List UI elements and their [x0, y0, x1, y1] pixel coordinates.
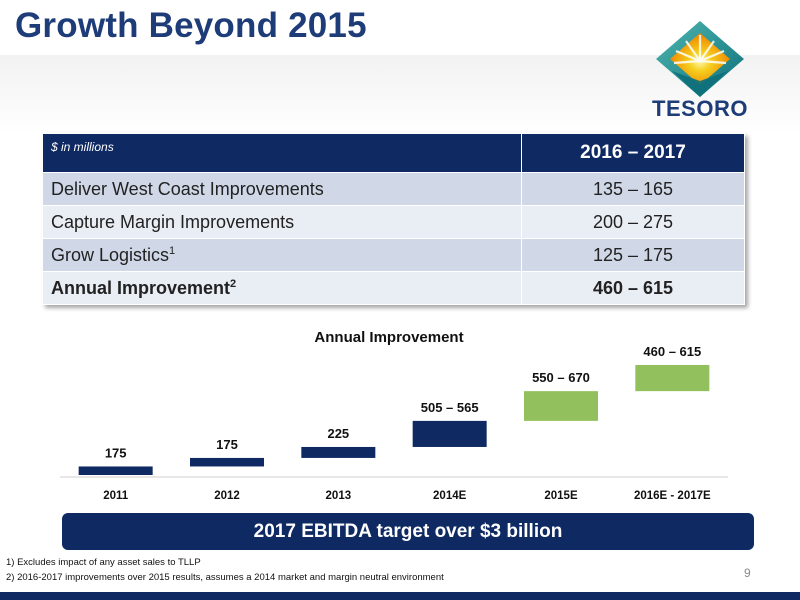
bottom-bar	[0, 592, 800, 600]
footnote-ref: 2	[230, 277, 237, 290]
table-total-row: Annual Improvement2 460 – 615	[42, 271, 745, 305]
row-value: 460 – 615	[521, 271, 745, 305]
x-tick-label: 2012	[214, 490, 240, 502]
logo-wordmark: TESORO	[652, 96, 748, 121]
x-tick-label: 2015E	[544, 490, 578, 502]
chart-bar	[524, 391, 598, 421]
table-row: Grow Logistics1 125 – 175	[42, 238, 745, 272]
table-row: Deliver West Coast Improvements 135 – 16…	[42, 172, 745, 206]
row-label: Annual Improvement2	[42, 271, 522, 305]
row-label: Grow Logistics1	[42, 238, 522, 272]
chart-bar	[301, 446, 376, 458]
footnote-1: 1) Excludes impact of any asset sales to…	[6, 557, 201, 568]
data-label: 175	[105, 445, 127, 460]
unit-label: $ in millions	[42, 133, 522, 173]
row-value: 200 – 275	[521, 205, 745, 239]
footnote-ref: 1	[169, 244, 176, 257]
table-header-row: $ in millions 2016 – 2017	[42, 133, 745, 173]
page-number: 9	[744, 566, 751, 580]
x-tick-label: 2011	[103, 490, 129, 502]
improvements-table: $ in millions 2016 – 2017 Deliver West C…	[42, 133, 745, 305]
tesoro-diamond-icon	[656, 21, 744, 97]
row-label: Capture Margin Improvements	[42, 205, 522, 239]
row-value: 135 – 165	[521, 172, 745, 206]
data-label: 505 – 565	[421, 400, 479, 415]
table-row: Capture Margin Improvements 200 – 275	[42, 205, 745, 239]
chart-bar	[635, 364, 710, 392]
data-label: 225	[327, 426, 349, 441]
chart-bar	[78, 466, 153, 475]
chart-bar	[190, 457, 264, 467]
x-tick-label: 2016E - 2017E	[634, 490, 711, 502]
x-tick-label: 2014E	[433, 490, 467, 502]
chart-bar	[412, 420, 487, 447]
row-value: 125 – 175	[521, 238, 745, 272]
page-title: Growth Beyond 2015	[15, 6, 367, 45]
period-header: 2016 – 2017	[521, 133, 745, 173]
data-label: 550 – 670	[532, 370, 590, 385]
annual-improvement-chart: Annual Improvement 175 2011 175 2012 225 2013…	[60, 329, 728, 502]
chart-title: Annual Improvement	[314, 329, 463, 346]
row-label: Deliver West Coast Improvements	[42, 172, 522, 206]
x-tick-label: 2013	[326, 490, 352, 502]
data-label: 460 – 615	[643, 344, 701, 359]
footnote-2: 2) 2016-2017 improvements over 2015 resu…	[6, 572, 444, 583]
header-band	[0, 55, 800, 135]
ebitda-target-banner: 2017 EBITDA target over $3 billion	[62, 513, 754, 550]
tesoro-logo: TESORO	[652, 19, 748, 121]
data-label: 175	[216, 437, 238, 452]
